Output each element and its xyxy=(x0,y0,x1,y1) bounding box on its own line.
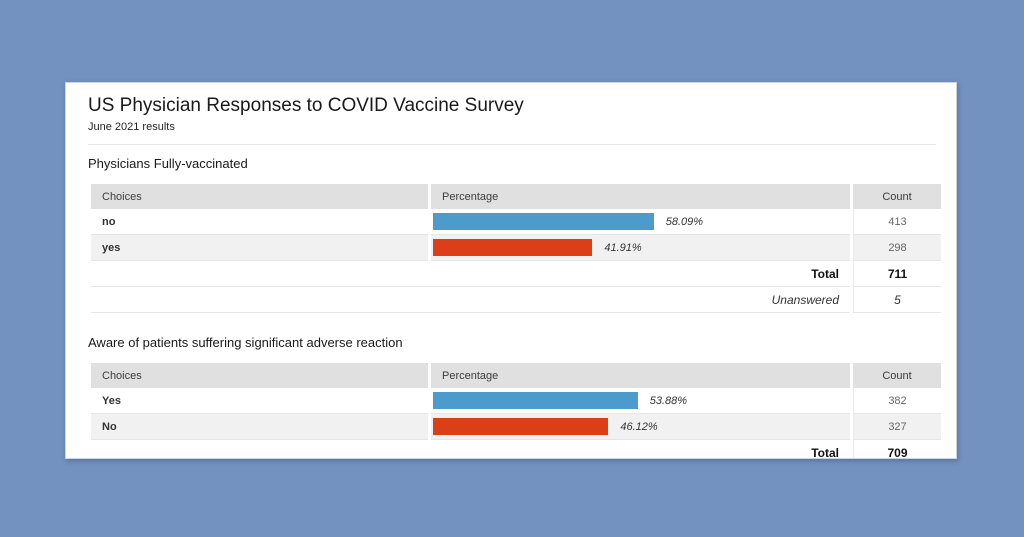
percentage-bar xyxy=(433,392,638,409)
header-divider xyxy=(88,144,936,145)
column-header-count: Count xyxy=(853,184,941,209)
total-row: Total 711 xyxy=(91,261,941,287)
column-header-choices: Choices xyxy=(91,363,428,388)
choice-label: Yes xyxy=(91,388,428,414)
percentage-value: 58.09% xyxy=(665,215,704,228)
table-header-row: Choices Percentage Count xyxy=(91,363,941,388)
column-header-percentage: Percentage xyxy=(431,184,850,209)
survey-report-card: US Physician Responses to COVID Vaccine … xyxy=(65,82,957,459)
unanswered-label: Unanswered xyxy=(91,287,850,313)
table-row-no: no 58.09% 413 xyxy=(91,209,941,235)
choice-label: yes xyxy=(91,235,428,261)
section-heading-fully-vaccinated: Physicians Fully-vaccinated xyxy=(88,156,248,171)
results-table-fully-vaccinated: Choices Percentage Count no 58.09% 413 y… xyxy=(88,184,944,313)
total-label: Total xyxy=(91,261,850,287)
table-row-no: No 46.12% 327 xyxy=(91,414,941,440)
column-header-percentage: Percentage xyxy=(431,363,850,388)
percentage-cell: 53.88% xyxy=(431,388,850,414)
choice-label: no xyxy=(91,209,428,235)
count-value: 298 xyxy=(853,235,941,261)
total-count: 711 xyxy=(853,261,941,287)
total-row: Total 709 xyxy=(91,440,941,459)
section-heading-adverse-reaction: Aware of patients suffering significant … xyxy=(88,335,403,350)
table-header-row: Choices Percentage Count xyxy=(91,184,941,209)
choice-label: No xyxy=(91,414,428,440)
total-label: Total xyxy=(91,440,850,459)
count-value: 413 xyxy=(853,209,941,235)
percentage-cell: 46.12% xyxy=(431,414,850,440)
page-subtitle: June 2021 results xyxy=(88,121,175,133)
percentage-bar xyxy=(433,418,609,435)
percentage-value: 53.88% xyxy=(649,394,688,407)
percentage-cell: 41.91% xyxy=(431,235,850,261)
page-title: US Physician Responses to COVID Vaccine … xyxy=(88,95,524,116)
total-count: 709 xyxy=(853,440,941,458)
percentage-value: 46.12% xyxy=(620,420,658,433)
table-row-yes: Yes 53.88% 382 xyxy=(91,388,941,414)
column-header-count: Count xyxy=(853,363,941,388)
count-value: 327 xyxy=(853,414,941,440)
results-table-adverse-reaction: Choices Percentage Count Yes 53.88% 382 … xyxy=(88,363,944,459)
unanswered-count: 5 xyxy=(853,287,941,313)
percentage-value: 41.91% xyxy=(604,241,642,254)
percentage-cell: 58.09% xyxy=(431,209,850,235)
percentage-bar xyxy=(433,213,654,230)
count-value: 382 xyxy=(853,388,941,414)
column-header-choices: Choices xyxy=(91,184,428,209)
percentage-bar xyxy=(433,239,593,256)
unanswered-row: Unanswered 5 xyxy=(91,287,941,313)
table-row-yes: yes 41.91% 298 xyxy=(91,235,941,261)
